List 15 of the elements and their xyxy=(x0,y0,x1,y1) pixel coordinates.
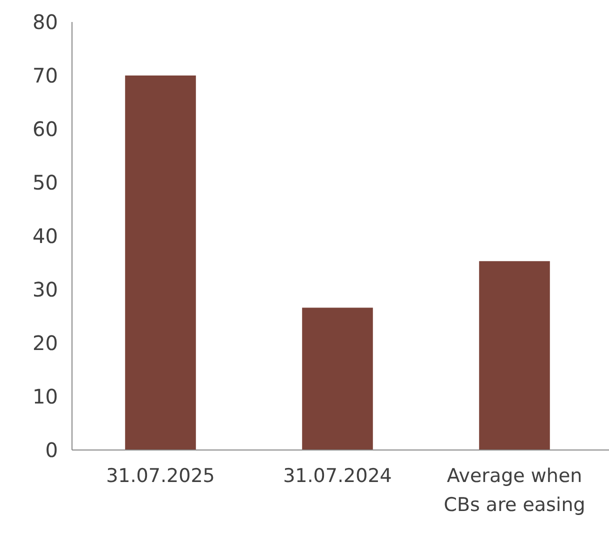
y-tick-label: 0 xyxy=(45,438,58,462)
y-tick-label: 80 xyxy=(32,10,58,34)
y-tick-label: 40 xyxy=(32,224,58,248)
x-tick-label: Average when CBs are easing xyxy=(444,465,586,516)
y-tick-label: 70 xyxy=(32,64,58,88)
bar xyxy=(302,308,373,450)
x-tick-label: 31.07.2025 xyxy=(106,465,215,487)
y-tick-label: 20 xyxy=(32,331,58,355)
bar xyxy=(125,76,196,450)
y-tick-label: 50 xyxy=(32,170,58,194)
x-tick-label: 31.07.2024 xyxy=(283,465,392,487)
bar xyxy=(479,261,550,450)
y-tick-label: 30 xyxy=(32,278,58,302)
y-tick-label: 10 xyxy=(32,384,58,408)
y-tick-label: 60 xyxy=(32,117,58,141)
